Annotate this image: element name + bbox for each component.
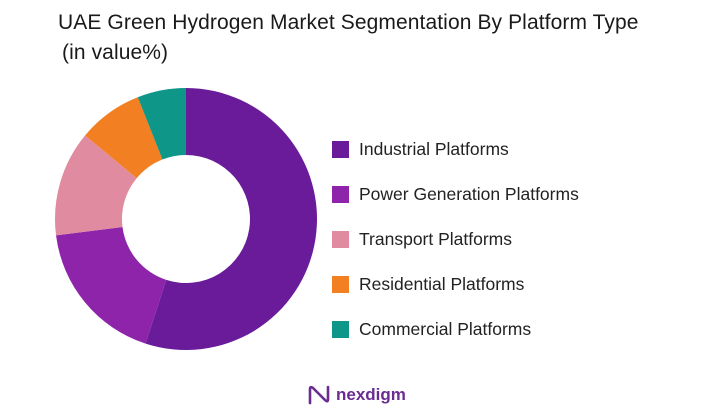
donut-slice-transport-platforms (54, 135, 137, 236)
legend-label: Residential Platforms (359, 274, 525, 294)
legend-swatch (332, 141, 349, 158)
donut-slice-commercial-platforms (137, 88, 186, 160)
donut-slice-industrial-platforms (145, 88, 318, 351)
brand-logo: nexdigm (308, 385, 406, 405)
donut-slice-residential-platforms (85, 97, 163, 179)
legend-swatch (332, 276, 349, 293)
brand-name: nexdigm (336, 385, 406, 404)
chart-legend: Industrial Platforms Power Generation Pl… (332, 127, 579, 352)
legend-label: Industrial Platforms (359, 139, 509, 159)
legend-swatch (332, 321, 349, 338)
legend-item-transport: Transport Platforms (332, 217, 579, 262)
legend-item-power-generation: Power Generation Platforms (332, 172, 579, 217)
chart-title: UAE Green Hydrogen Market Segmentation B… (58, 8, 639, 68)
chart-title-line2: (in value%) (62, 41, 169, 64)
donut-slice-power-generation-platforms (56, 227, 167, 344)
legend-swatch (332, 186, 349, 203)
legend-swatch (332, 231, 349, 248)
legend-label: Commercial Platforms (359, 319, 532, 339)
nexdigm-logo-icon (308, 385, 330, 405)
legend-item-industrial: Industrial Platforms (332, 127, 579, 172)
legend-label: Transport Platforms (359, 229, 513, 249)
legend-item-commercial: Commercial Platforms (332, 307, 579, 352)
chart-title-line1: UAE Green Hydrogen Market Segmentation B… (58, 11, 639, 34)
legend-label: Power Generation Platforms (359, 184, 579, 204)
legend-item-residential: Residential Platforms (332, 262, 579, 307)
